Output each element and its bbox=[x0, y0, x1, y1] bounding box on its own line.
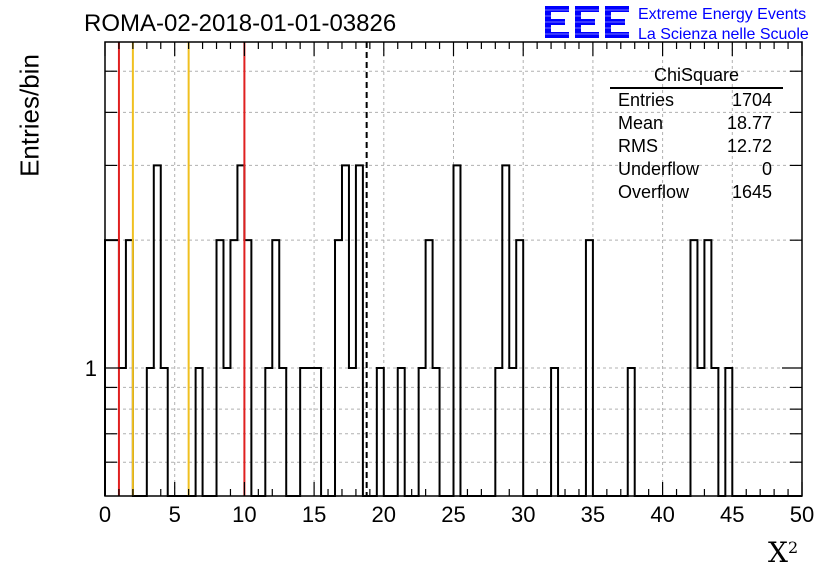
x-tick-label: 0 bbox=[99, 502, 111, 527]
histogram-marks bbox=[104, 164, 802, 497]
histogram-bin bbox=[356, 165, 363, 496]
stats-value: 1645 bbox=[731, 182, 772, 202]
y-tick-label: 1 bbox=[85, 356, 97, 381]
x-axis-label: X2 bbox=[768, 536, 798, 569]
x-axis-label-text: X bbox=[768, 536, 788, 569]
histogram-outline bbox=[104, 164, 802, 497]
stats-row-underflow: Underflow 0 bbox=[610, 158, 780, 181]
histogram-bin bbox=[154, 165, 161, 496]
stats-value: 12.72 bbox=[726, 136, 772, 156]
x-tick-label: 20 bbox=[372, 502, 396, 527]
histogram-bin bbox=[502, 165, 509, 496]
histogram-bin bbox=[454, 165, 461, 496]
x-tick-label: 10 bbox=[232, 502, 256, 527]
x-tick-label: 15 bbox=[302, 502, 326, 527]
stats-value: 18.77 bbox=[726, 113, 772, 133]
x-axis-label-sup: 2 bbox=[787, 538, 799, 557]
stats-label: Underflow bbox=[618, 159, 700, 179]
eee-logo-mark bbox=[543, 2, 633, 50]
eee-logo-icon bbox=[543, 6, 633, 38]
stats-row-mean: Mean 18.77 bbox=[610, 112, 780, 135]
logo-line-2: La Scienza nelle Scuole bbox=[638, 26, 809, 43]
stats-row-overflow: Overflow 1645 bbox=[610, 181, 780, 204]
stats-label: Overflow bbox=[618, 182, 690, 202]
stats-box: ChiSquare Entries 1704 Mean 18.77 RMS 12.72… bbox=[610, 64, 783, 204]
x-tick-label: 50 bbox=[790, 502, 814, 527]
x-tick-label: 25 bbox=[441, 502, 465, 527]
stats-label: RMS bbox=[618, 136, 658, 156]
y-axis-label: Entries/bin bbox=[14, 54, 45, 177]
logo-line-1: Extreme Energy Events bbox=[638, 6, 807, 23]
x-tick-label: 30 bbox=[511, 502, 535, 527]
axes bbox=[104, 41, 803, 497]
histogram-bin bbox=[237, 165, 244, 496]
stats-row-rms: RMS 12.72 bbox=[610, 135, 780, 158]
x-tick-label: 35 bbox=[581, 502, 605, 527]
stats-value: 1704 bbox=[731, 90, 772, 110]
x-tick-labels: 0 5 10 15 20 25 30 35 40 45 50 bbox=[99, 502, 814, 527]
x-tick-label: 45 bbox=[720, 502, 744, 527]
stats-row-entries: Entries 1704 bbox=[610, 89, 780, 112]
histogram-bin bbox=[342, 165, 349, 496]
x-tick-label: 5 bbox=[169, 502, 181, 527]
stats-label: Entries bbox=[618, 90, 675, 110]
stats-label: Mean bbox=[618, 113, 664, 133]
stats-value: 0 bbox=[761, 159, 772, 179]
reference-lines bbox=[117, 42, 368, 496]
x-tick-label: 40 bbox=[650, 502, 674, 527]
stats-title: ChiSquare bbox=[610, 64, 783, 89]
chart-title: ROMA-02-2018-01-01-03826 bbox=[84, 10, 397, 37]
eee-logo: Extreme Energy Events La Scienza nelle S… bbox=[543, 2, 833, 46]
y-tick-labels: 1 bbox=[85, 356, 97, 381]
